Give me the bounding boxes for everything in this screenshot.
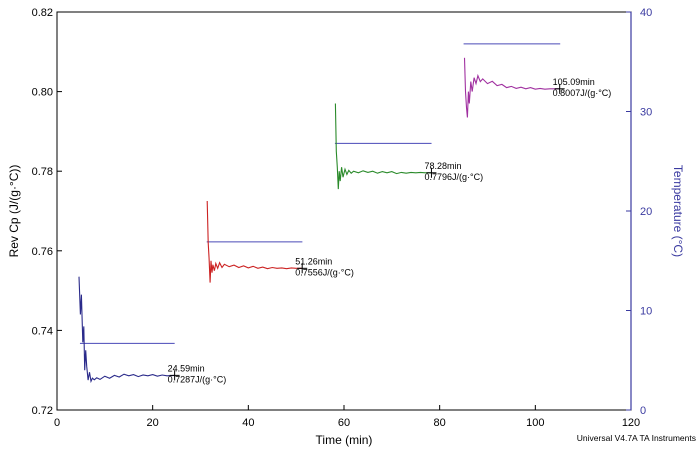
annotation-value-3: 0.7796J/(g·°C) (424, 172, 483, 182)
y2-tick-label-1: 10 (640, 306, 652, 318)
y-tick-label-0: 0.72 (32, 405, 53, 417)
x-tick-label-4: 80 (434, 417, 446, 429)
cp-series-3 (334, 103, 432, 190)
annotation-time-2: 51.26min (295, 256, 332, 266)
y2-axis-title: Temperature (°C) (671, 165, 685, 257)
y-axis-title: Rev Cp (J/(g·°C)) (7, 165, 21, 258)
y-tick-label-2: 0.76 (32, 246, 53, 258)
cp-series-4 (463, 57, 560, 118)
x-tick-label-6: 120 (622, 417, 640, 429)
x-tick-label-0: 0 (54, 417, 60, 429)
y2-tick-label-3: 30 (640, 107, 652, 119)
x-tick-label-3: 60 (338, 417, 350, 429)
y2-tick-label-0: 0 (640, 405, 646, 417)
x-tick-label-1: 20 (147, 417, 159, 429)
y-tick-label-5: 0.82 (32, 7, 53, 19)
annotation-value-1: 0.7287J/(g·°C) (168, 374, 227, 384)
annotation-time-1: 24.59min (168, 363, 205, 373)
cp-series-2 (206, 200, 303, 283)
y2-tick-label-2: 20 (640, 206, 652, 218)
annotation-value-4: 0.8007J/(g·°C) (553, 88, 612, 98)
cp-series-1 (78, 276, 175, 384)
y2-tick-label-4: 40 (640, 7, 652, 19)
x-tick-label-5: 100 (526, 417, 544, 429)
x-tick-label-2: 40 (242, 417, 254, 429)
annotation-value-2: 0.7556J/(g·°C) (295, 267, 354, 277)
y-tick-label-4: 0.80 (32, 87, 53, 99)
y-tick-label-3: 0.78 (32, 166, 53, 178)
x-axis-title: Time (min) (316, 433, 373, 447)
annotation-time-3: 78.28min (424, 161, 461, 171)
y-tick-label-1: 0.74 (32, 325, 53, 337)
footer-text: Universal V4.7A TA Instruments (577, 433, 696, 443)
plot-frame (56, 11, 632, 411)
annotation-time-4: 105.09min (553, 77, 595, 87)
